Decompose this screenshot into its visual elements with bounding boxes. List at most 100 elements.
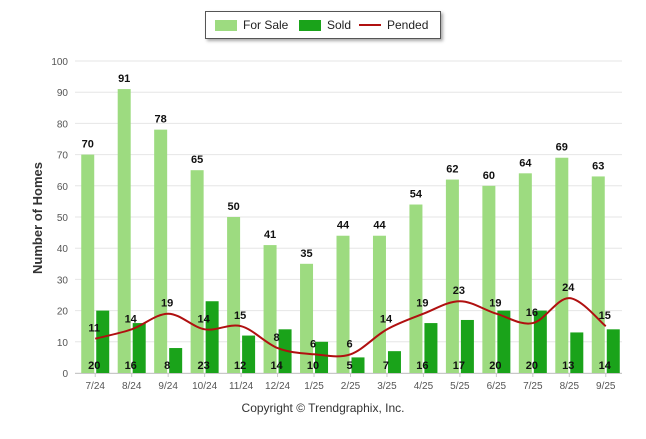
y-tick-label: 80 xyxy=(57,119,69,130)
bar-for-sale xyxy=(555,157,569,373)
y-tick-label: 20 xyxy=(57,307,69,318)
label-sold: 23 xyxy=(198,360,210,372)
y-tick-label: 30 xyxy=(57,275,69,286)
bars xyxy=(81,89,620,373)
x-tick-label: 9/25 xyxy=(596,381,616,392)
label-pended: 15 xyxy=(234,310,246,322)
bar-sold xyxy=(424,323,438,373)
bar-for-sale xyxy=(117,89,131,373)
x-tick-label: 7/24 xyxy=(85,381,105,392)
label-pended: 6 xyxy=(346,338,352,350)
bar-for-sale xyxy=(81,154,95,373)
y-tick-label: 90 xyxy=(57,88,69,99)
bar-for-sale xyxy=(409,204,423,373)
bar-sold xyxy=(460,319,474,373)
label-for-sale: 65 xyxy=(191,154,203,166)
legend-item-for-sale[interactable]: For Sale xyxy=(215,12,288,38)
bar-sold xyxy=(315,341,329,373)
label-pended: 14 xyxy=(380,313,393,325)
label-pended: 23 xyxy=(453,285,465,297)
bar-sold xyxy=(351,357,365,373)
label-sold: 14 xyxy=(599,360,612,372)
legend-item-sold[interactable]: Sold xyxy=(299,12,351,38)
label-pended: 24 xyxy=(562,282,575,294)
label-pended: 15 xyxy=(599,310,611,322)
bar-for-sale xyxy=(372,235,386,373)
y-tick-label: 50 xyxy=(57,213,69,224)
label-sold: 16 xyxy=(125,360,137,372)
legend-swatch-for-sale xyxy=(215,19,237,31)
bar-for-sale xyxy=(591,176,605,373)
legend-item-pended[interactable]: Pended xyxy=(359,12,428,38)
label-for-sale: 41 xyxy=(264,229,276,241)
label-sold: 8 xyxy=(164,360,170,372)
bar-for-sale xyxy=(154,129,168,373)
bar-for-sale xyxy=(445,179,459,373)
bar-sold xyxy=(497,310,511,373)
bar-sold xyxy=(169,348,183,373)
x-tick-label: 4/25 xyxy=(414,381,434,392)
x-tick-label: 9/24 xyxy=(158,381,178,392)
data-labels: 70 20 91 16 78 8 65 23 50 12 41 14 35 10 44 5 44 7 54 16 62 1… xyxy=(82,73,612,372)
y-axis-label: Number of Homes xyxy=(30,162,45,274)
pended-line xyxy=(94,297,607,358)
label-sold: 20 xyxy=(526,360,538,372)
x-tick-label: 8/25 xyxy=(560,381,580,392)
x-tick-label: 10/24 xyxy=(192,381,217,392)
label-pended: 6 xyxy=(310,338,316,350)
bar-sold xyxy=(606,329,620,373)
label-for-sale: 63 xyxy=(592,160,604,172)
label-for-sale: 62 xyxy=(446,164,458,176)
y-tick-label: 70 xyxy=(57,151,69,162)
label-pended: 14 xyxy=(125,313,138,325)
label-sold: 14 xyxy=(270,360,283,372)
label-for-sale: 78 xyxy=(155,114,167,126)
bar-sold xyxy=(533,310,547,373)
label-pended: 8 xyxy=(274,332,280,344)
y-tick-label: 60 xyxy=(57,182,69,193)
bar-for-sale xyxy=(227,217,241,373)
label-pended: 14 xyxy=(198,313,211,325)
label-pended: 19 xyxy=(416,298,428,310)
y-tick-label: 10 xyxy=(57,338,69,349)
bar-sold xyxy=(205,301,219,373)
legend-label-sold: Sold xyxy=(327,18,352,32)
x-tick-label: 8/24 xyxy=(122,381,142,392)
label-for-sale: 50 xyxy=(227,201,239,213)
label-sold: 13 xyxy=(562,360,574,372)
bar-sold xyxy=(132,323,146,373)
label-sold: 16 xyxy=(416,360,428,372)
bar-sold xyxy=(242,335,256,373)
label-for-sale: 70 xyxy=(82,139,94,151)
label-for-sale: 91 xyxy=(118,73,130,85)
y-tick-label: 0 xyxy=(62,369,68,380)
label-for-sale: 35 xyxy=(300,248,312,260)
x-tick-label: 1/25 xyxy=(304,381,324,392)
legend-label-pended: Pended xyxy=(387,18,429,32)
label-sold: 7 xyxy=(383,360,389,372)
label-pended: 11 xyxy=(88,323,100,335)
y-tick-label: 100 xyxy=(51,57,68,68)
label-sold: 5 xyxy=(346,360,352,372)
axes: 0 10 20 30 40 50 60 70 80 90 100 7/24 8/24 9/24 10/24 1… xyxy=(51,57,622,392)
label-pended: 16 xyxy=(526,307,538,319)
bar-for-sale xyxy=(190,170,204,373)
label-for-sale: 60 xyxy=(483,170,495,182)
x-tick-label: 11/24 xyxy=(229,381,254,392)
bar-for-sale xyxy=(518,173,532,373)
x-tick-label: 7/25 xyxy=(523,381,543,392)
label-sold: 12 xyxy=(234,360,246,372)
pended-line-layer xyxy=(94,297,607,358)
x-tick-label: 12/24 xyxy=(265,381,290,392)
label-pended: 19 xyxy=(489,298,501,310)
bar-for-sale xyxy=(300,263,314,373)
label-for-sale: 54 xyxy=(410,189,423,201)
legend-line-pended xyxy=(359,24,381,26)
label-for-sale: 69 xyxy=(556,142,568,154)
label-for-sale: 64 xyxy=(519,157,532,169)
x-tick-label: 3/25 xyxy=(377,381,397,392)
bar-for-sale xyxy=(482,185,496,373)
label-sold: 10 xyxy=(307,360,319,372)
